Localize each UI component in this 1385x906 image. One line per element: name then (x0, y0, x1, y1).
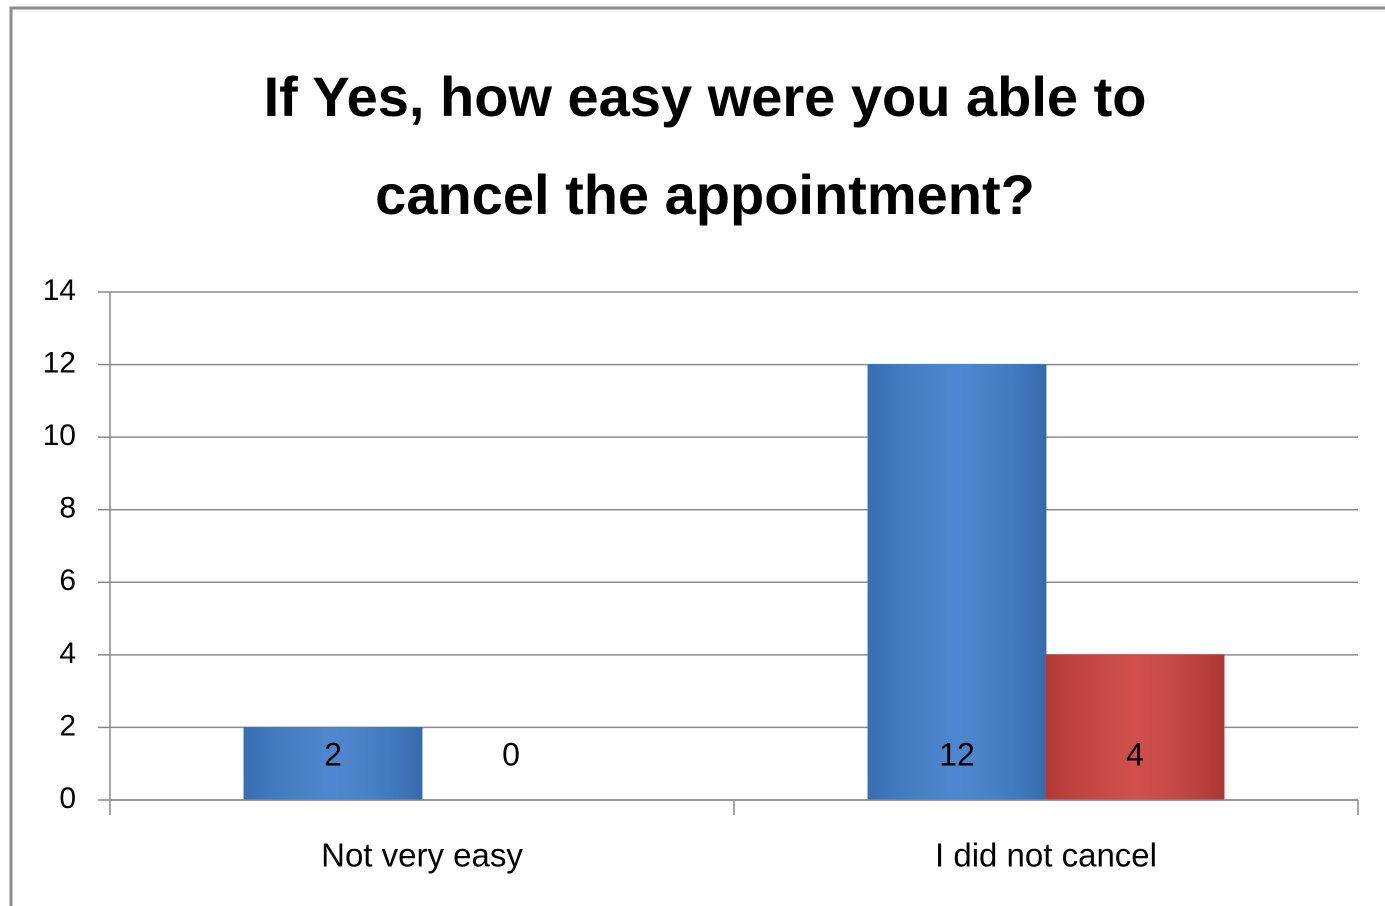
x-tick-label: Not very easy (321, 837, 523, 874)
bar-shade (1046, 654, 1224, 800)
y-tick-label: 14 (43, 274, 76, 307)
chart-frame (9, 6, 1385, 906)
bar-shade (244, 727, 422, 800)
y-tick-label: 8 (59, 492, 76, 525)
data-label: 12 (939, 736, 975, 772)
chart-title: If Yes, how easy were you able to cancel… (263, 65, 1147, 226)
data-label: 0 (502, 736, 520, 772)
data-label: 4 (1126, 736, 1144, 772)
bar-shade (868, 364, 1046, 800)
y-tick-label: 10 (43, 419, 76, 452)
y-tick-label: 12 (43, 346, 76, 379)
x-tick-label: I did not cancel (935, 837, 1157, 874)
data-label: 2 (324, 736, 342, 772)
y-tick-label: 4 (59, 637, 76, 670)
y-tick-label: 0 (59, 782, 76, 815)
y-tick-label: 2 (59, 709, 76, 742)
y-tick-label: 6 (59, 564, 76, 597)
